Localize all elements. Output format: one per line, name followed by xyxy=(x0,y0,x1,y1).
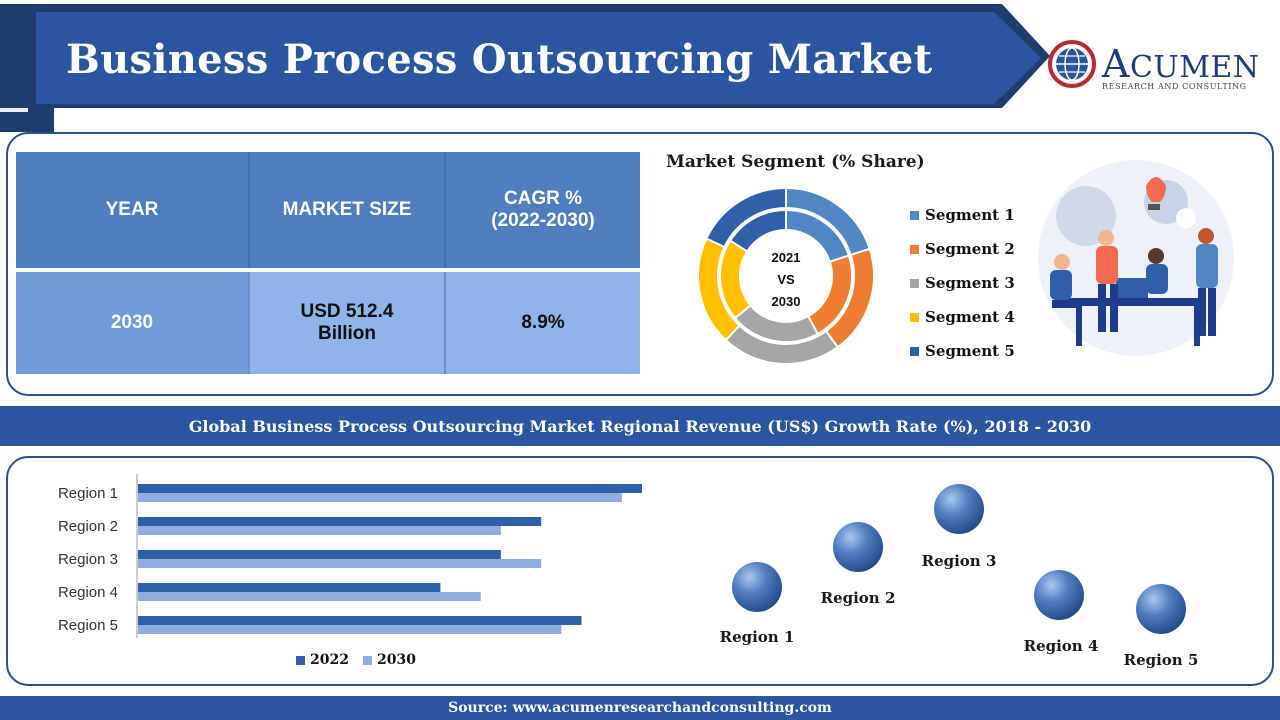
bar-region-2-2022 xyxy=(138,517,542,526)
legend-item-segment-5: Segment 5 xyxy=(910,334,1015,368)
bar-label-region-5: Region 5 xyxy=(58,617,118,634)
donut-center-year2: 2030 xyxy=(772,294,801,309)
title-banner xyxy=(36,12,1041,104)
bar-region-1-2030 xyxy=(138,493,622,502)
sphere-region-3 xyxy=(934,484,984,534)
bar-region-3-2030 xyxy=(138,559,542,568)
donut-center-vs: VS xyxy=(777,272,795,287)
bar-region-1-2022 xyxy=(138,484,642,493)
legend-item-segment-4: Segment 4 xyxy=(910,300,1015,334)
header-year: YEAR xyxy=(16,152,250,268)
acumen-logo: ACUMEN RESEARCH AND CONSULTING xyxy=(1046,36,1270,94)
footer-bar: Source: www.acumenresearchandconsulting.… xyxy=(0,696,1280,720)
header-market-size: MARKET SIZE xyxy=(250,152,446,268)
cell-year: 2030 xyxy=(16,272,250,374)
source-text: Source: www.acumenresearchandconsulting.… xyxy=(448,700,832,716)
sphere-label-region-5: Region 5 xyxy=(1123,651,1199,669)
section-title: Global Business Process Outsourcing Mark… xyxy=(188,416,1092,436)
segment-donut-chart: 2021 VS 2030 xyxy=(697,186,875,365)
sphere-label-region-3: Region 3 xyxy=(921,552,997,570)
cell-cagr: 8.9% xyxy=(446,272,640,374)
bar-label-region-1: Region 1 xyxy=(58,485,118,502)
bar-label-region-2: Region 2 xyxy=(58,518,118,535)
legend-item-segment-3: Segment 3 xyxy=(910,266,1015,300)
sphere-region-4 xyxy=(1034,570,1084,620)
sphere-label-region-1: Region 1 xyxy=(719,628,795,646)
bar-legend-2030: 2030 xyxy=(362,652,416,668)
regional-bar-chart: Region 1 Region 2 Region 3 Region 4 Region 5 xyxy=(58,474,642,638)
logo-wordmark: ACUMEN xyxy=(1102,42,1260,86)
header-cagr: CAGR % (2022-2030) xyxy=(446,152,640,268)
bar-region-5-2022 xyxy=(138,616,582,625)
sphere-label-region-2: Region 2 xyxy=(820,589,896,607)
bar-region-4-2022 xyxy=(138,583,441,592)
cell-market-size: USD 512.4 Billion xyxy=(250,272,446,374)
team-illustration xyxy=(1038,160,1234,356)
sphere-region-2 xyxy=(833,522,883,572)
bar-region-5-2030 xyxy=(138,625,562,634)
bar-region-2-2030 xyxy=(138,526,501,535)
bar-legend-2022: 2022 xyxy=(296,652,349,668)
sphere-label-region-4: Region 4 xyxy=(1023,637,1099,655)
donut-center-year1: 2021 xyxy=(772,250,801,265)
table-divider xyxy=(16,268,640,272)
legend-item-segment-2: Segment 2 xyxy=(910,232,1015,266)
sphere-region-5 xyxy=(1136,584,1186,634)
segment-chart-title: Market Segment (% Share) xyxy=(666,152,925,172)
bar-label-region-3: Region 3 xyxy=(58,551,118,568)
sphere-region-1 xyxy=(732,562,782,612)
segment-legend: Segment 1 Segment 2 Segment 3 Segment 4 … xyxy=(910,198,1015,368)
legend-item-segment-1: Segment 1 xyxy=(910,198,1015,232)
bar-region-3-2022 xyxy=(138,550,501,559)
region-spheres: Region 1 Region 2 Region 3 Region 4 Regi… xyxy=(700,470,1260,680)
globe-icon xyxy=(1048,40,1096,88)
donut-center xyxy=(742,232,830,320)
page-title: Business Process Outsourcing Market xyxy=(66,36,933,83)
bar-region-4-2030 xyxy=(138,592,481,601)
logo-subtitle: RESEARCH AND CONSULTING xyxy=(1102,82,1247,91)
bar-chart-legend: 2022 2030 xyxy=(296,652,416,668)
donut-outer-slice-segment-5 xyxy=(705,186,787,249)
donut-inner-slice-segment-5 xyxy=(728,208,787,253)
section-title-bar: Global Business Process Outsourcing Mark… xyxy=(0,406,1280,446)
bar-label-region-4: Region 4 xyxy=(58,584,118,601)
market-summary-table: YEAR MARKET SIZE CAGR % (2022-2030) 2030… xyxy=(16,152,640,374)
